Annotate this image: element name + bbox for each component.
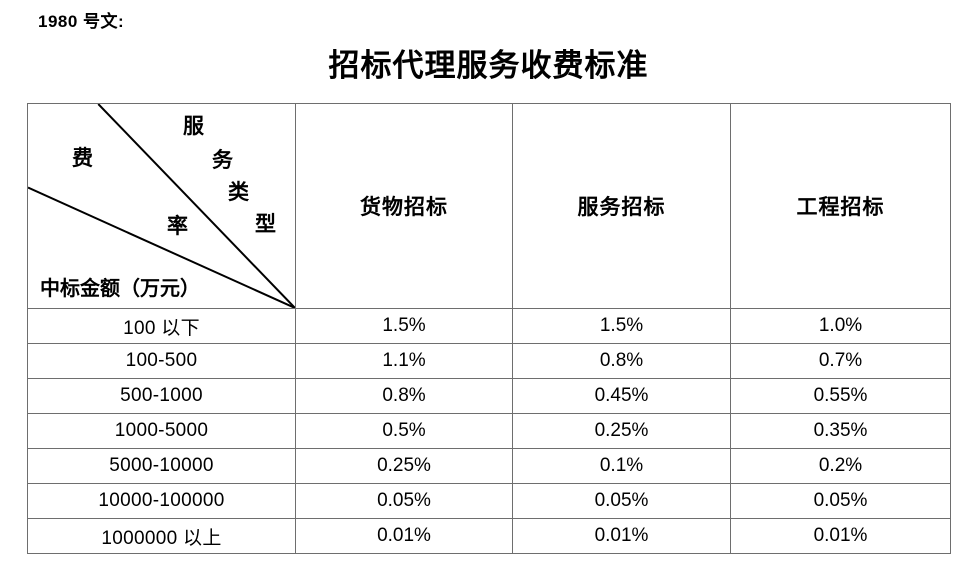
- rate-value: 0.01%: [295, 518, 513, 554]
- table-row: 1000000 以上 0.01% 0.01% 0.01%: [27, 518, 951, 554]
- rate-value: 1.5%: [295, 308, 513, 344]
- table-row: 500-1000 0.8% 0.45% 0.55%: [27, 378, 951, 414]
- corner-label-service-type-char: 类: [228, 180, 249, 204]
- doc-number-label: 1980 号文:: [38, 12, 125, 31]
- corner-label-service-type-char: 务: [212, 148, 233, 172]
- rate-value: 0.2%: [730, 448, 951, 484]
- table-corner-cell: 服 务 类 型 费 率 中标金额（万元）: [27, 103, 296, 309]
- rate-value: 0.8%: [512, 343, 731, 379]
- rate-value: 0.01%: [512, 518, 731, 554]
- page-title: 招标代理服务收费标准: [328, 48, 649, 83]
- table-header-row: 服 务 类 型 费 率 中标金额（万元） 货物招标 服务招标 工程招标: [27, 103, 951, 309]
- row-label: 1000-5000: [27, 413, 296, 449]
- corner-label-rate-char: 率: [167, 214, 188, 238]
- table-row: 1000-5000 0.5% 0.25% 0.35%: [27, 413, 951, 449]
- rate-value: 0.01%: [730, 518, 951, 554]
- rate-value: 0.05%: [730, 483, 951, 519]
- row-label: 1000000 以上: [27, 518, 296, 554]
- table-row: 10000-100000 0.05% 0.05% 0.05%: [27, 483, 951, 519]
- table-row: 100-500 1.1% 0.8% 0.7%: [27, 343, 951, 379]
- rate-value: 1.0%: [730, 308, 951, 344]
- diagonal-divider-lines: [28, 104, 295, 308]
- corner-label-bid-amount: 中标金额（万元）: [40, 278, 200, 300]
- rate-value: 0.8%: [295, 378, 513, 414]
- rate-value: 1.1%: [295, 343, 513, 379]
- row-label: 10000-100000: [27, 483, 296, 519]
- corner-label-service-type-char: 服: [183, 114, 204, 138]
- rate-value: 0.05%: [512, 483, 731, 519]
- corner-label-rate-char: 费: [72, 146, 93, 170]
- rate-value: 0.45%: [512, 378, 731, 414]
- rate-value: 0.25%: [512, 413, 731, 449]
- row-label: 500-1000: [27, 378, 296, 414]
- rate-value: 0.35%: [730, 413, 951, 449]
- row-label: 5000-10000: [27, 448, 296, 484]
- rate-value: 0.25%: [295, 448, 513, 484]
- rate-value: 0.5%: [295, 413, 513, 449]
- rate-value: 0.05%: [295, 483, 513, 519]
- rate-value: 0.55%: [730, 378, 951, 414]
- column-header-goods-bidding: 货物招标: [295, 103, 513, 309]
- column-header-works-bidding: 工程招标: [730, 103, 951, 309]
- fee-table: 服 务 类 型 费 率 中标金额（万元） 货物招标 服务招标 工程招标 100 …: [27, 103, 951, 554]
- table-row: 100 以下 1.5% 1.5% 1.0%: [27, 308, 951, 344]
- rate-value: 0.1%: [512, 448, 731, 484]
- column-header-services-bidding: 服务招标: [512, 103, 731, 309]
- table-row: 5000-10000 0.25% 0.1% 0.2%: [27, 448, 951, 484]
- rate-value: 1.5%: [512, 308, 731, 344]
- row-label: 100-500: [27, 343, 296, 379]
- row-label: 100 以下: [27, 308, 296, 344]
- rate-value: 0.7%: [730, 343, 951, 379]
- corner-label-service-type-char: 型: [255, 212, 276, 236]
